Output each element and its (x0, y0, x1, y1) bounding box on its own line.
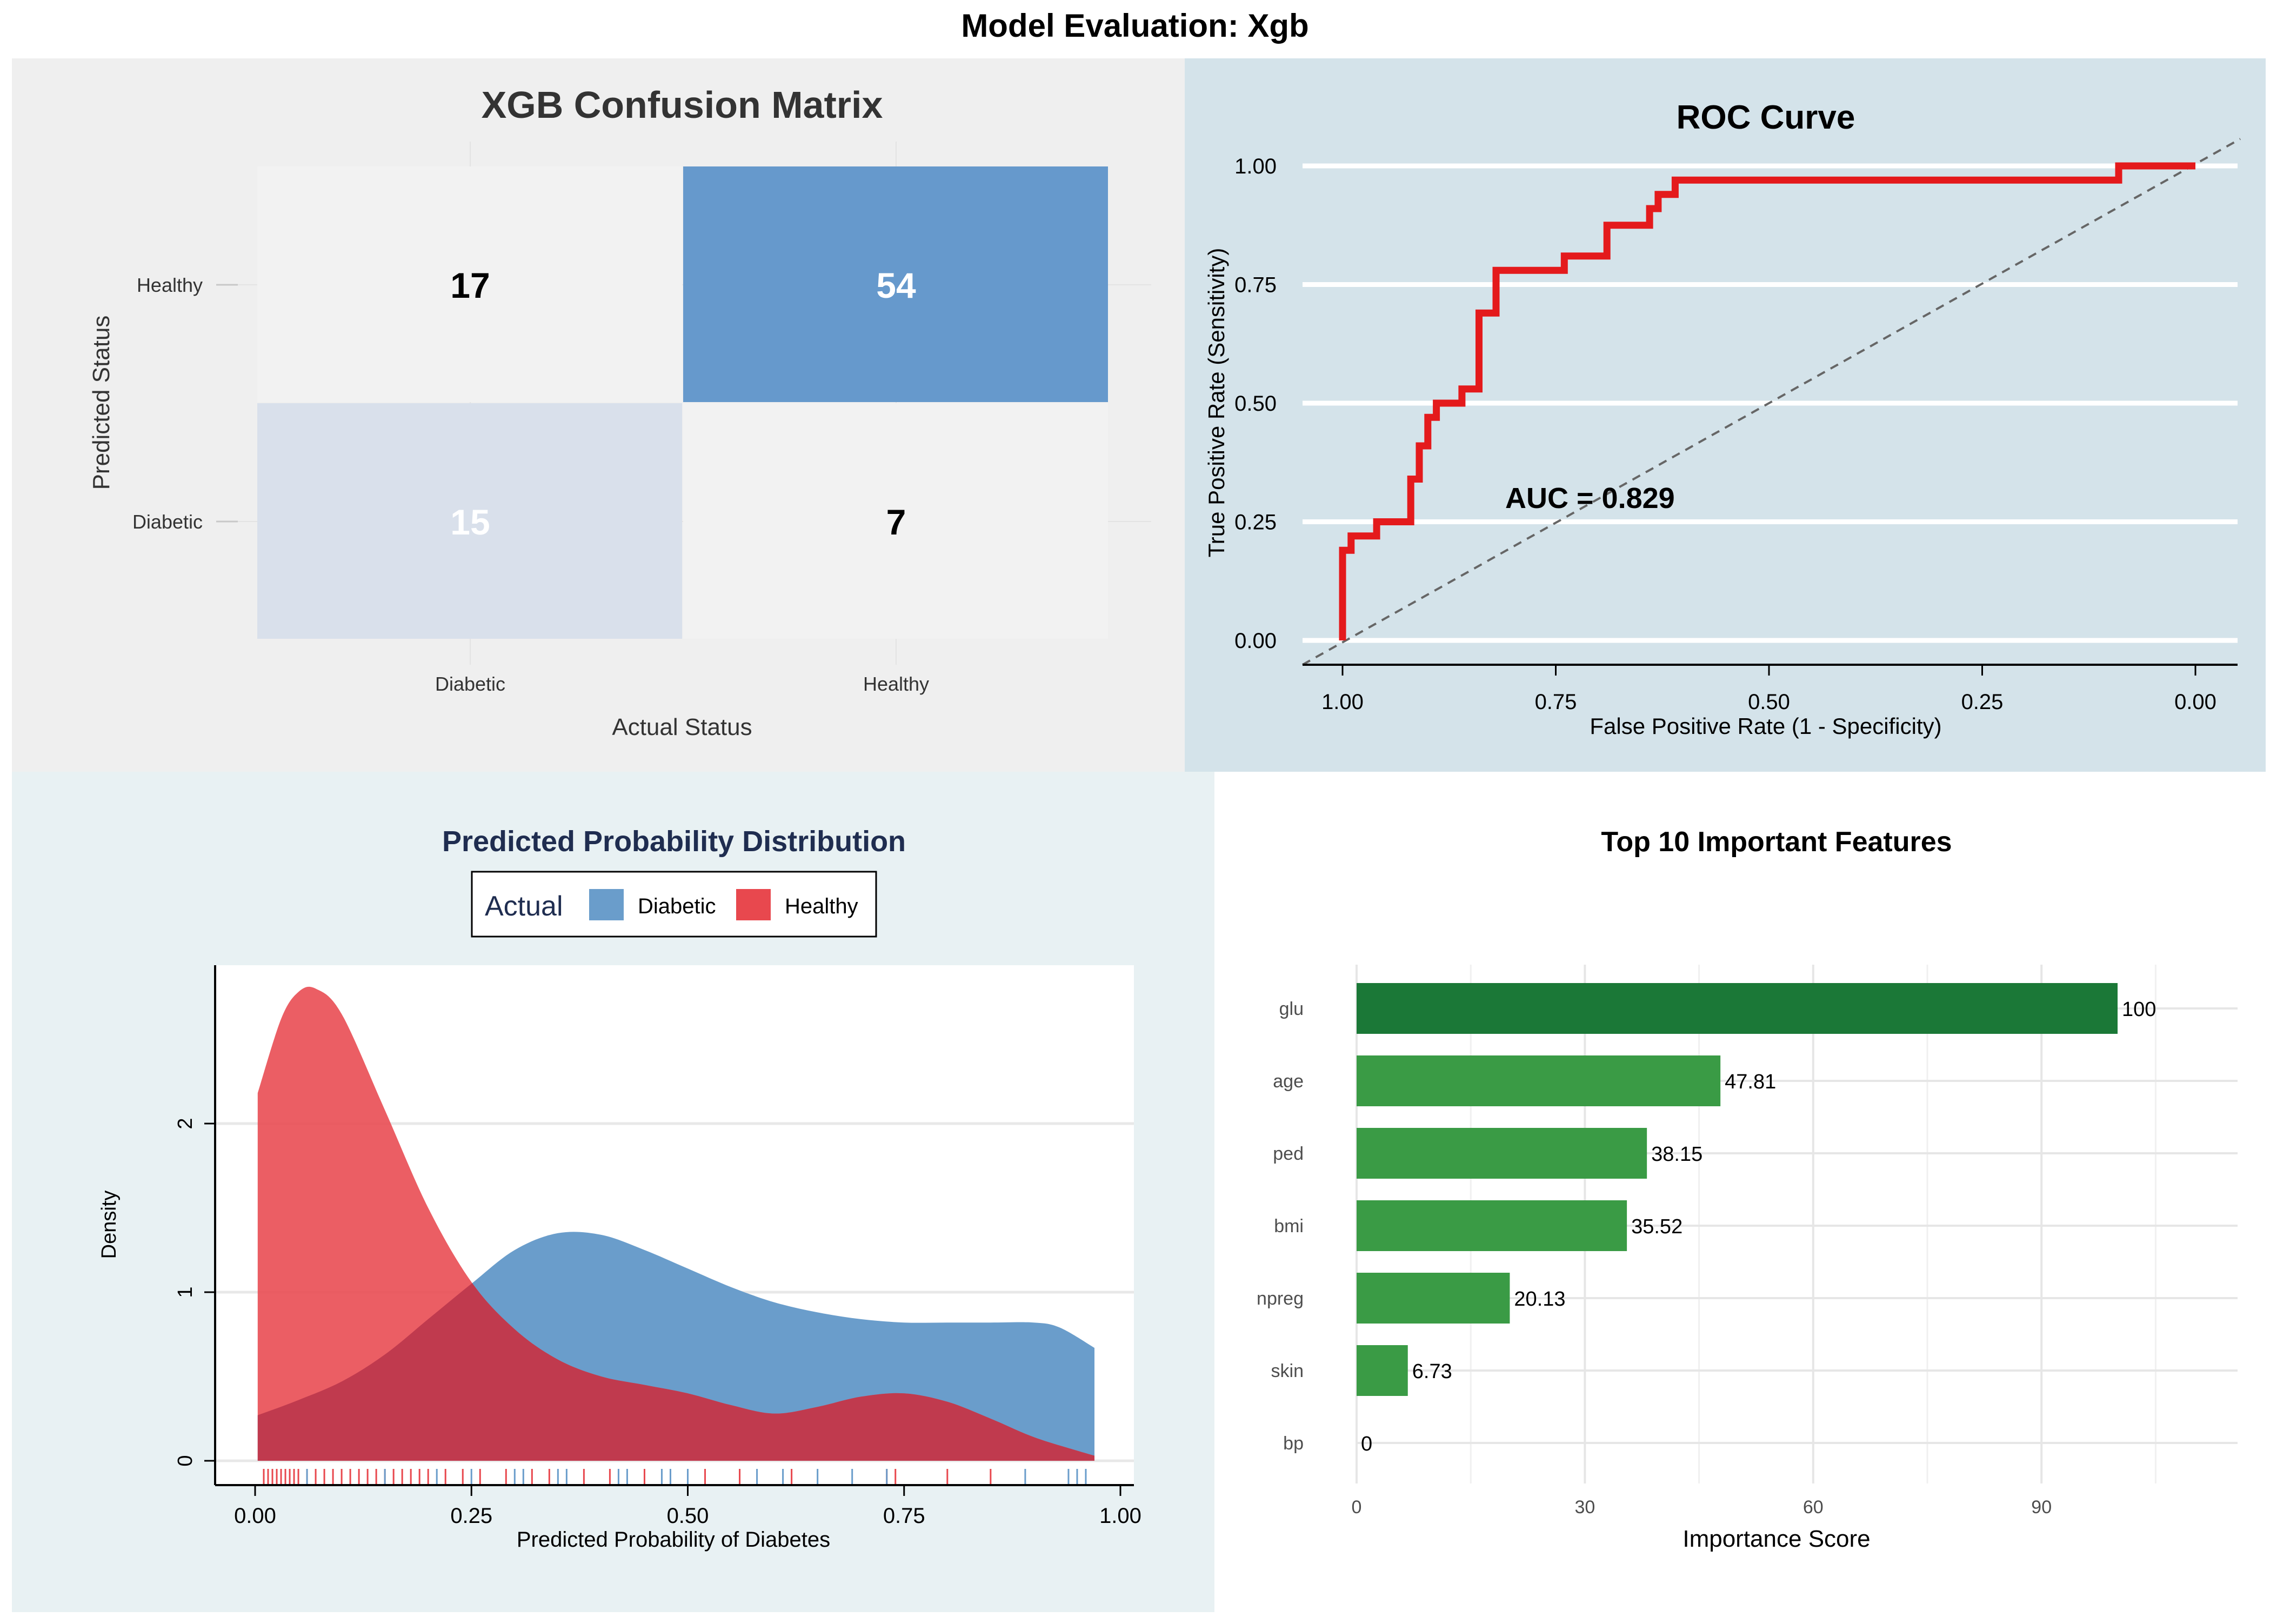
importance-x-tick-label: 30 (1574, 1497, 1595, 1518)
roc-x-tick-label: 0.25 (1961, 690, 2004, 714)
importance-feature-label: bmi (1274, 1216, 1304, 1237)
importance-title: Top 10 Important Features (1601, 826, 1952, 858)
roc-x-tick-label: 0.75 (1535, 690, 1577, 714)
confusion-matrix-title: XGB Confusion Matrix (482, 84, 883, 126)
confusion-matrix-panel: XGB Confusion Matrix 17 54 15 7 Diabetic Hea… (12, 58, 1185, 772)
importance-value-label: 35.52 (1631, 1215, 1683, 1238)
density-x-tick-label: 0.75 (883, 1504, 925, 1528)
density-y-tick-label: 0 (174, 1455, 197, 1466)
density-x-axis-label: Predicted Probability of Diabetes (517, 1528, 830, 1552)
roc-x-tick-label: 0.50 (1748, 690, 1790, 714)
density-x-tick-label: 0.00 (234, 1504, 276, 1528)
density-legend: Actual Diabetic Healthy (471, 871, 877, 938)
confusion-cell (257, 403, 682, 639)
importance-value-label: 0 (1361, 1433, 1372, 1455)
legend-label-healthy: Healthy (785, 894, 858, 918)
density-y-tick-label: 1 (174, 1286, 197, 1298)
importance-value-label: 47.81 (1725, 1071, 1776, 1093)
confusion-y-tick-label: Healthy (137, 274, 203, 296)
roc-x-tick-label: 0.00 (2174, 690, 2216, 714)
importance-x-tick-label: 90 (2031, 1497, 2052, 1518)
importance-x-axis-label: Importance Score (1683, 1526, 1870, 1552)
confusion-cell (683, 166, 1108, 402)
roc-y-tick-label: 0.25 (1234, 511, 1277, 534)
density-y-axis-label: Density (98, 1191, 121, 1259)
importance-x-tick-label: 60 (1803, 1497, 1824, 1518)
confusion-cell-value: 7 (886, 502, 906, 542)
confusion-cell-value: 15 (450, 502, 490, 542)
confusion-y-axis-label: Predicted Status (88, 316, 115, 490)
density-area-overlap (257, 1232, 1094, 1461)
roc-x-axis-label: False Positive Rate (1 - Specificity) (1590, 713, 1941, 739)
importance-bar (1357, 1128, 1647, 1179)
roc-y-tick-label: 0.50 (1234, 392, 1277, 416)
importance-value-label: 20.13 (1514, 1288, 1565, 1311)
roc-x-tick-label: 1.00 (1321, 690, 1364, 714)
density-x-tick-label: 0.25 (450, 1504, 492, 1528)
importance-feature-label: npreg (1257, 1288, 1304, 1309)
roc-auc-annotation: AUC = 0.829 (1505, 482, 1675, 514)
confusion-cell (257, 166, 682, 402)
roc-y-axis-label: True Positive Rate (Sensitivity) (1204, 248, 1229, 558)
roc-y-tick-label: 1.00 (1234, 155, 1277, 178)
figure-title: Model Evaluation: Xgb (961, 8, 1308, 44)
importance-value-label: 38.15 (1651, 1143, 1702, 1166)
confusion-cell (683, 403, 1108, 639)
roc-title: ROC Curve (1677, 99, 1855, 136)
confusion-x-axis-label: Actual Status (612, 714, 752, 740)
importance-feature-label: bp (1283, 1433, 1304, 1454)
roc-curve-line (1339, 162, 2195, 640)
importance-bar (1357, 1055, 1721, 1106)
density-panel: Predicted Probability Distribution Actua… (12, 772, 1214, 1612)
importance-feature-label: ped (1273, 1144, 1304, 1164)
density-title: Predicted Probability Distribution (442, 825, 906, 858)
importance-feature-label: skin (1271, 1361, 1304, 1381)
legend-label-diabetic: Diabetic (638, 894, 716, 918)
importance-bar (1357, 1345, 1408, 1396)
importance-bar (1357, 1273, 1510, 1324)
importance-value-label: 100 (2122, 998, 2156, 1021)
confusion-x-tick-label: Diabetic (435, 673, 505, 695)
roc-panel: ROC Curve 1.00 0.75 0.50 0.25 0.00 0.00 0.25 0.… (1185, 58, 2266, 772)
importance-x-tick-label: 0 (1352, 1497, 1362, 1518)
importance-feature-label: age (1273, 1071, 1304, 1092)
confusion-x-tick-label: Healthy (863, 673, 929, 695)
roc-y-tick-label: 0.00 (1234, 629, 1277, 653)
density-x-tick-label: 1.00 (1099, 1504, 1141, 1528)
density-y-tick-label: 2 (174, 1118, 197, 1129)
importance-bar (1357, 983, 2118, 1034)
confusion-cell-value: 17 (450, 265, 490, 305)
importance-value-label: 6.73 (1412, 1360, 1452, 1383)
roc-chance-diagonal (1302, 138, 2241, 666)
roc-y-tick-label: 0.75 (1234, 273, 1277, 297)
confusion-cell-value: 54 (876, 265, 916, 305)
importance-feature-label: glu (1279, 999, 1304, 1019)
importance-bar (1357, 1200, 1627, 1251)
legend-title: Actual (485, 891, 563, 922)
importance-panel: Top 10 Important Features 100 47.81 38.15 3… (1214, 772, 2266, 1612)
legend-swatch-diabetic (589, 889, 624, 920)
density-x-tick-label: 0.50 (667, 1504, 709, 1528)
confusion-y-tick-label: Diabetic (132, 511, 203, 533)
legend-swatch-healthy (736, 889, 771, 920)
